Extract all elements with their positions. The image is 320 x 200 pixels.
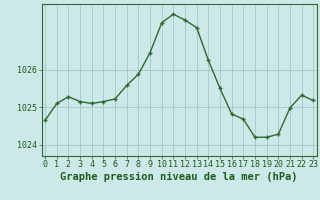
X-axis label: Graphe pression niveau de la mer (hPa): Graphe pression niveau de la mer (hPa)	[60, 172, 298, 182]
